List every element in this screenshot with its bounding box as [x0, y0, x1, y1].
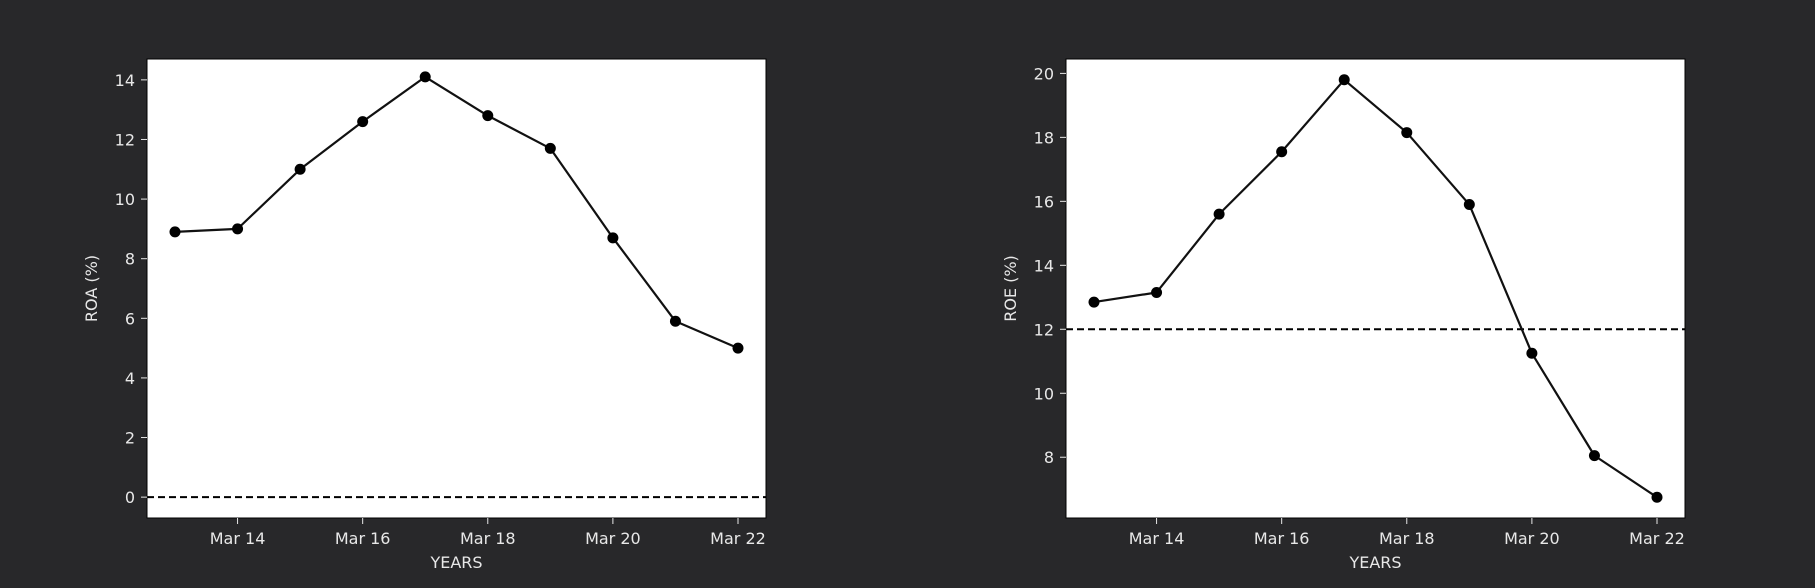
data-point [1088, 296, 1100, 308]
data-point [732, 342, 744, 354]
y-tick-label: 2 [125, 429, 135, 448]
y-tick-label: 14 [1034, 256, 1054, 275]
y-tick-label: 4 [125, 369, 135, 388]
x-tick-label: Mar 22 [710, 529, 766, 548]
data-point [357, 116, 369, 128]
x-axis-label: YEARS [1348, 553, 1401, 572]
y-tick-label: 16 [1034, 192, 1054, 211]
data-point [1338, 74, 1350, 86]
x-tick-label: Mar 14 [1129, 529, 1185, 548]
data-point [1651, 491, 1663, 503]
x-tick-label: Mar 14 [210, 529, 266, 548]
y-tick-label: 8 [1044, 448, 1054, 467]
data-point [169, 226, 181, 238]
chart-1: 0 2 4 6 8 10 12 14 Mar 14 Mar 16 Mar 18 Mar 20 Mar 2… [82, 58, 767, 572]
x-tick-label: Mar 16 [335, 529, 391, 548]
x-tick-label: Mar 20 [1504, 529, 1560, 548]
data-point [1463, 199, 1475, 211]
data-point [544, 142, 556, 154]
x-tick-label: Mar 18 [460, 529, 516, 548]
chart-2: 8 10 12 14 16 18 20 Mar 14 Mar 16 Mar 18 Mar 20 Mar… [1001, 58, 1686, 572]
series-line [1093, 78, 1658, 499]
data-point [1151, 286, 1163, 298]
data-point [419, 71, 431, 83]
data-point [1588, 450, 1600, 462]
x-tick-label: Mar 16 [1254, 529, 1310, 548]
x-tick-label: Mar 20 [585, 529, 641, 548]
plot-area [1065, 58, 1686, 519]
x-axis-label: YEARS [429, 553, 482, 572]
y-tick-label: 12 [1034, 320, 1054, 339]
y-tick-label: 8 [125, 250, 135, 269]
x-tick-label: Mar 22 [1629, 529, 1685, 548]
y-tick-label: 20 [1034, 64, 1054, 83]
y-tick-label: 0 [125, 488, 135, 507]
data-point [1526, 347, 1538, 359]
y-tick-label: 6 [125, 309, 135, 328]
y-axis-label: ROA (%) [82, 255, 101, 322]
y-tick-label: 10 [1034, 384, 1054, 403]
x-tick-label: Mar 18 [1379, 529, 1435, 548]
data-point [607, 232, 619, 244]
data-point [294, 163, 306, 175]
data-point [1276, 146, 1288, 158]
y-axis-label: ROE (%) [1001, 255, 1020, 322]
y-tick-label: 10 [115, 190, 135, 209]
data-point [1213, 208, 1225, 220]
y-tick-label: 18 [1034, 128, 1054, 147]
series-line [174, 75, 739, 350]
data-point [669, 315, 681, 327]
data-point [232, 223, 244, 235]
data-point [482, 110, 494, 122]
plot-area [146, 58, 767, 519]
y-tick-label: 12 [115, 130, 135, 149]
data-point [1401, 127, 1413, 139]
y-tick-label: 14 [115, 71, 135, 90]
